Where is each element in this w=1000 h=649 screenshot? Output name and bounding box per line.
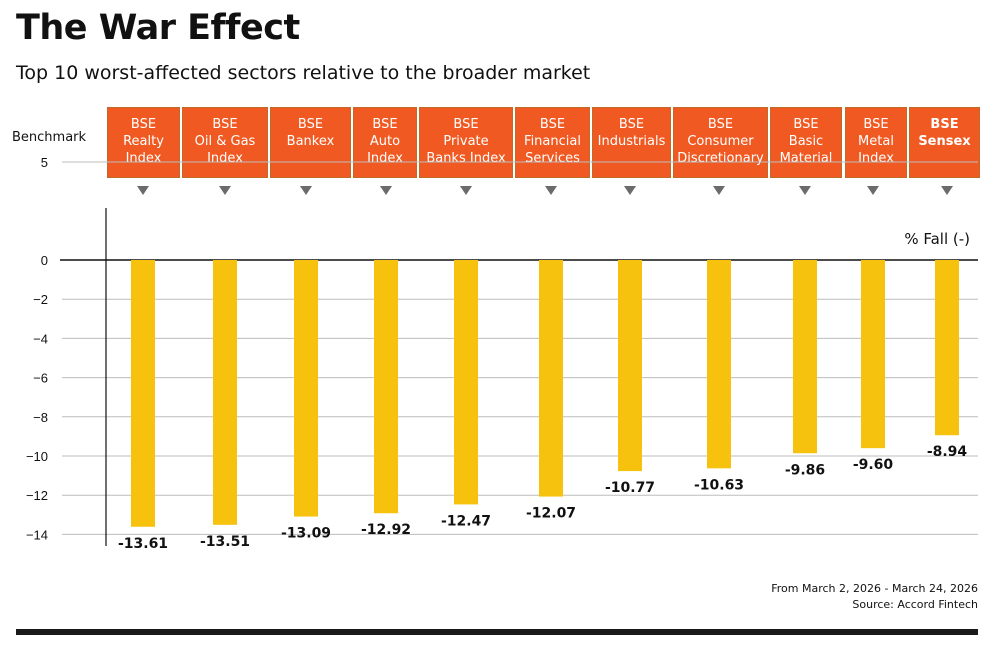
data-label: -9.86	[785, 462, 825, 478]
category-header-line: Auto	[369, 134, 401, 149]
source-note: Source: Accord Fintech	[852, 598, 978, 611]
down-arrow-icon	[799, 186, 811, 195]
y-tick-label: −4	[33, 331, 48, 346]
y-tick-label: −12	[26, 488, 48, 503]
category-header-line: Industrials	[597, 134, 666, 149]
bar	[374, 260, 398, 514]
category-header-line: BSE	[930, 117, 959, 132]
category-header: BSE Realty Index	[107, 107, 180, 178]
bar	[539, 260, 563, 497]
category-header: BSE Bankex	[270, 107, 351, 178]
y-tick-label: −2	[33, 292, 48, 307]
down-arrow-icon	[460, 186, 472, 195]
category-header: BSE Private Banks Index	[419, 107, 513, 178]
category-header: BSE Oil & Gas Index	[182, 107, 268, 178]
data-label: -10.63	[694, 477, 744, 493]
bar	[935, 260, 959, 436]
down-arrow-icon	[137, 186, 149, 195]
down-arrow-icon	[219, 186, 231, 195]
category-header-line: BSE	[863, 117, 889, 132]
bar	[131, 260, 155, 527]
down-arrow-icon	[941, 186, 953, 195]
bar	[294, 260, 318, 517]
category-header-line: Realty	[123, 134, 164, 149]
category-header-line: Bankex	[286, 134, 335, 149]
category-header-line: Financial	[524, 134, 581, 149]
data-label: -12.92	[361, 522, 411, 538]
data-label: -9.60	[853, 457, 894, 473]
down-arrow-icon	[867, 186, 879, 195]
bar	[454, 260, 478, 505]
y-tick-label: −14	[26, 527, 48, 542]
y-tick-label: −6	[33, 371, 48, 386]
y-tick-label: −10	[26, 449, 48, 464]
y-tick-label: −8	[33, 410, 48, 425]
down-arrow-icon	[380, 186, 392, 195]
category-header-line: Oil & Gas	[194, 134, 256, 149]
category-header-line: BSE	[297, 117, 324, 132]
down-arrow-icon	[300, 186, 312, 195]
category-header: BSE Basic Material	[770, 107, 842, 178]
y-axis-label: % Fall (-)	[904, 230, 970, 248]
down-arrow-icon	[624, 186, 636, 195]
category-header-line: BSE	[372, 117, 398, 132]
data-label: -13.09	[281, 526, 331, 542]
category-header: BSE Consumer Discretionary	[673, 107, 768, 178]
category-header-line: BSE	[618, 117, 645, 132]
down-arrow-icon	[545, 186, 557, 195]
category-header-line: Sensex	[918, 134, 971, 149]
category-header: BSE Metal Index	[845, 107, 907, 178]
data-label: -13.61	[118, 536, 168, 552]
category-header-line: BSE	[212, 117, 238, 132]
page-title: The War Effect	[16, 8, 300, 48]
date-range: From March 2, 2026 - March 24, 2026	[771, 582, 978, 595]
category-header-line: Basic	[788, 134, 824, 149]
down-arrow-icon	[713, 186, 725, 195]
category-header-line: BSE	[453, 117, 479, 132]
category-header-line: BSE	[707, 117, 734, 132]
data-label: -13.51	[200, 534, 250, 550]
y-tick-label: 5	[41, 155, 48, 170]
category-header: BSE Industrials	[592, 107, 671, 178]
bar	[213, 260, 237, 525]
category-header-line: Consumer	[687, 134, 754, 149]
y-tick-label: 0	[41, 253, 48, 268]
data-label: -12.07	[526, 506, 576, 522]
bottom-rule	[16, 629, 978, 635]
category-header-line: Metal	[858, 134, 894, 149]
category-header-line: Private	[443, 134, 489, 149]
bar	[793, 260, 817, 454]
category-header: BSE Financial Services	[515, 107, 590, 178]
data-label: -10.77	[605, 480, 655, 496]
category-header-line: BSE	[130, 117, 157, 132]
category-header-line: BSE	[793, 117, 819, 132]
page-subtitle: Top 10 worst-affected sectors relative t…	[16, 62, 591, 84]
category-header: BSE Sensex	[909, 107, 980, 178]
category-header-line: BSE	[539, 117, 566, 132]
bar	[618, 260, 642, 472]
category-header: BSE Auto Index	[353, 107, 417, 178]
bar	[707, 260, 731, 469]
data-label: -12.47	[441, 513, 491, 529]
benchmark-label: Benchmark	[12, 130, 87, 145]
data-label: -8.94	[927, 444, 968, 460]
bar	[861, 260, 885, 449]
